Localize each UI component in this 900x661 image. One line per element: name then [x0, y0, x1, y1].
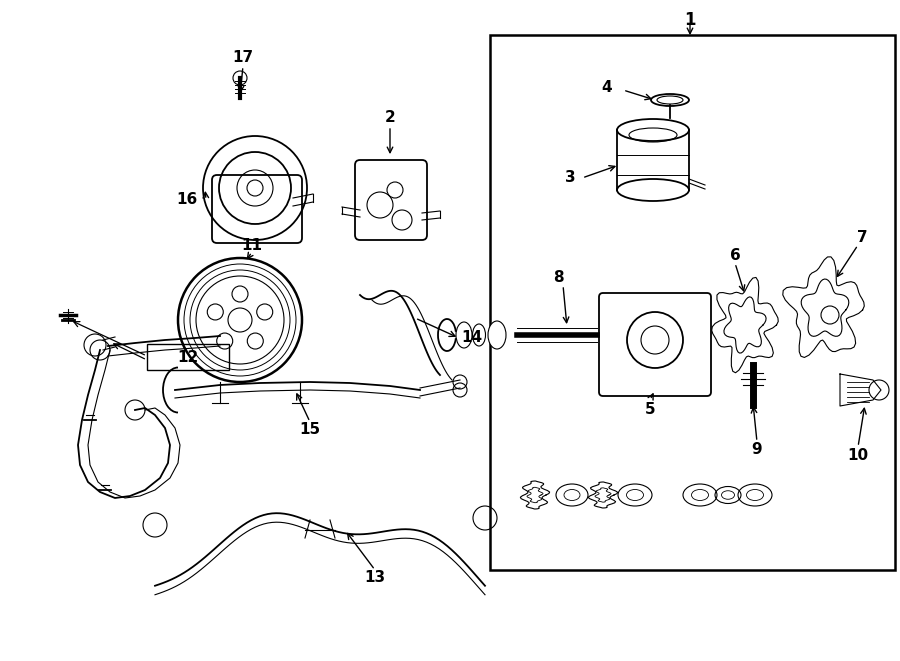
Bar — [147, 344, 229, 370]
Circle shape — [627, 312, 683, 368]
Ellipse shape — [617, 179, 689, 201]
Text: 1: 1 — [684, 11, 696, 29]
Circle shape — [203, 136, 307, 240]
Text: 17: 17 — [232, 50, 254, 65]
FancyBboxPatch shape — [599, 293, 711, 396]
Text: 8: 8 — [553, 270, 563, 286]
Ellipse shape — [651, 94, 689, 106]
Text: 4: 4 — [602, 81, 612, 95]
Text: 7: 7 — [857, 229, 868, 245]
Text: 2: 2 — [384, 110, 395, 126]
Text: 5: 5 — [644, 403, 655, 418]
Ellipse shape — [617, 119, 689, 141]
Ellipse shape — [472, 324, 485, 346]
Text: 14: 14 — [462, 330, 482, 346]
Text: 3: 3 — [564, 171, 575, 186]
Text: 9: 9 — [752, 442, 762, 457]
Text: 13: 13 — [364, 570, 385, 586]
Ellipse shape — [456, 322, 472, 348]
Bar — [490, 35, 895, 570]
FancyBboxPatch shape — [355, 160, 427, 240]
Text: 10: 10 — [848, 447, 868, 463]
Ellipse shape — [488, 321, 506, 349]
Circle shape — [178, 258, 302, 382]
Text: 12: 12 — [177, 350, 199, 364]
Text: 6: 6 — [730, 247, 741, 262]
Text: 16: 16 — [176, 192, 198, 208]
Text: 15: 15 — [300, 422, 320, 438]
Text: 11: 11 — [241, 237, 263, 253]
